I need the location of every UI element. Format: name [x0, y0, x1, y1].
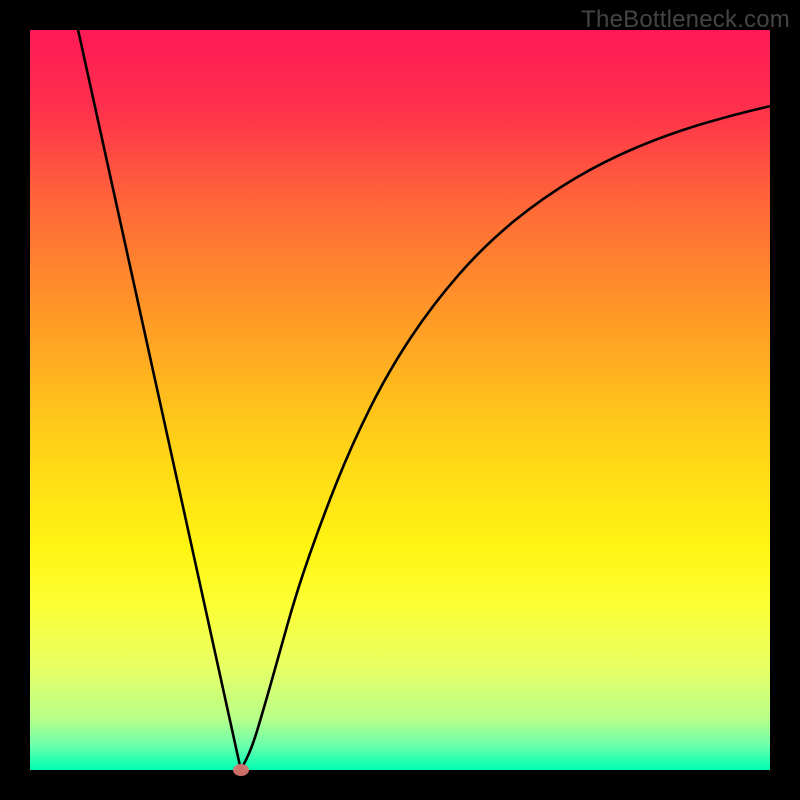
bottleneck-plot [30, 30, 770, 770]
watermark-text: TheBottleneck.com [581, 6, 790, 34]
bottleneck-curve [30, 30, 770, 770]
minimum-marker [233, 764, 249, 776]
